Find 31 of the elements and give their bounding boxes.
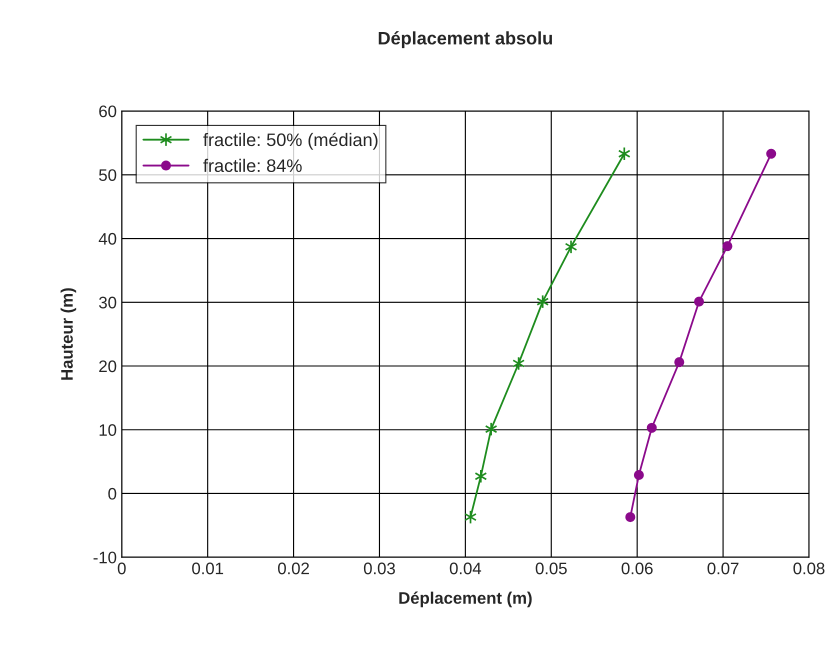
y-tick-label: -10 [94,552,116,564]
point [674,357,684,368]
x-tick-label: 0.02 [278,562,309,574]
x-tick-label: 0.03 [364,562,395,574]
point [464,510,477,524]
point [634,470,644,480]
point [694,296,704,307]
x-tick-label: 0.07 [708,562,738,574]
point [646,422,657,433]
x-tick-label: 0 [118,562,126,574]
x-tick-label: 0.04 [450,562,482,574]
chart-title: Déplacement absolu [378,31,552,48]
point [766,148,776,159]
x-tick-label: 0.05 [536,562,567,574]
y-tick-label: 60 [99,105,116,118]
legend-label: fractile: 50% (médian) [203,132,378,150]
x-tick-label: 0.01 [192,562,224,574]
y-tick-label: 20 [99,360,116,372]
y-axis-title: Hauteur (m) [60,288,76,380]
legend-label: fractile: 84% [203,158,302,172]
y-tick-label: 10 [100,424,116,436]
point [564,240,578,254]
x-tick-label: 0.06 [622,562,653,574]
point [625,512,636,522]
x-axis-title: Déplacement (m) [399,592,532,608]
y-tick-label: 30 [99,296,116,308]
y-tick-label: 50 [99,169,116,181]
x-tick-label: 0.08 [793,562,824,574]
point [722,241,732,252]
y-tick-label: 0 [108,488,116,500]
y-tick-label: 40 [98,232,116,245]
